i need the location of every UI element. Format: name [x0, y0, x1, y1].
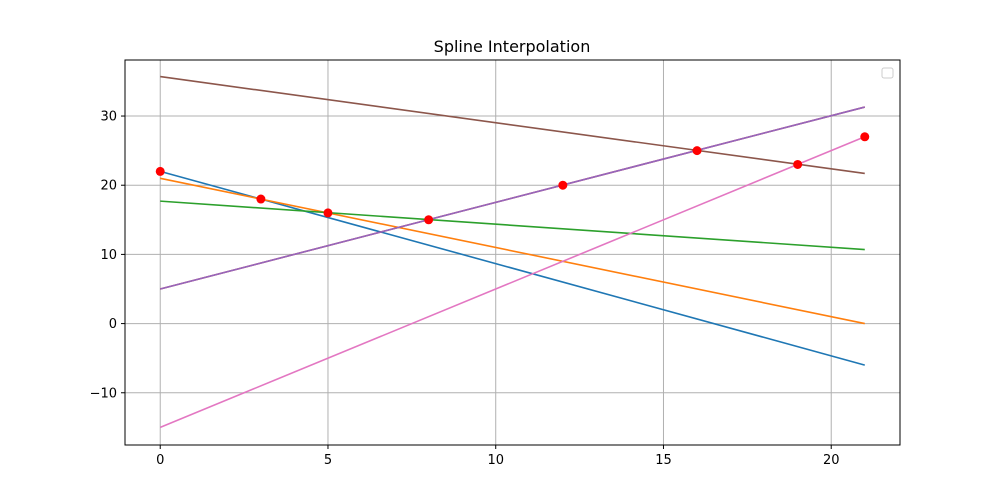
data-points — [155, 132, 870, 225]
series-line-5 — [160, 106, 865, 290]
x-tick-label: 15 — [655, 453, 672, 468]
series-line-2 — [160, 177, 865, 325]
series-line-6 — [160, 75, 865, 175]
y-tick-label: 30 — [100, 110, 117, 125]
plot-frame — [124, 59, 901, 446]
x-tick-label: 5 — [324, 453, 332, 468]
data-point — [424, 215, 434, 225]
series-line-7 — [159, 136, 866, 429]
x-tick-label: 0 — [156, 453, 164, 468]
x-tick-label: 20 — [823, 453, 840, 468]
data-point — [692, 146, 702, 156]
data-point — [860, 132, 870, 142]
data-point — [323, 208, 333, 218]
series-line-1 — [160, 170, 865, 366]
y-tick-label: 20 — [100, 179, 117, 194]
grid — [125, 60, 900, 445]
data-point — [155, 166, 165, 176]
y-tick-label: −10 — [90, 386, 117, 401]
data-point — [256, 194, 266, 204]
data-point — [558, 180, 568, 190]
y-tick-label: 0 — [109, 317, 117, 332]
chart-title: Spline Interpolation — [434, 37, 591, 56]
data-point — [793, 159, 803, 169]
x-tick-label: 10 — [487, 453, 504, 468]
y-tick-label: 10 — [100, 248, 117, 263]
series-line-3 — [160, 200, 865, 251]
ticks: 0 5 10 15 20 −10 0 10 20 30 — [90, 110, 840, 468]
legend-box — [881, 67, 894, 79]
axes — [124, 59, 901, 446]
series-lines — [159, 75, 866, 429]
